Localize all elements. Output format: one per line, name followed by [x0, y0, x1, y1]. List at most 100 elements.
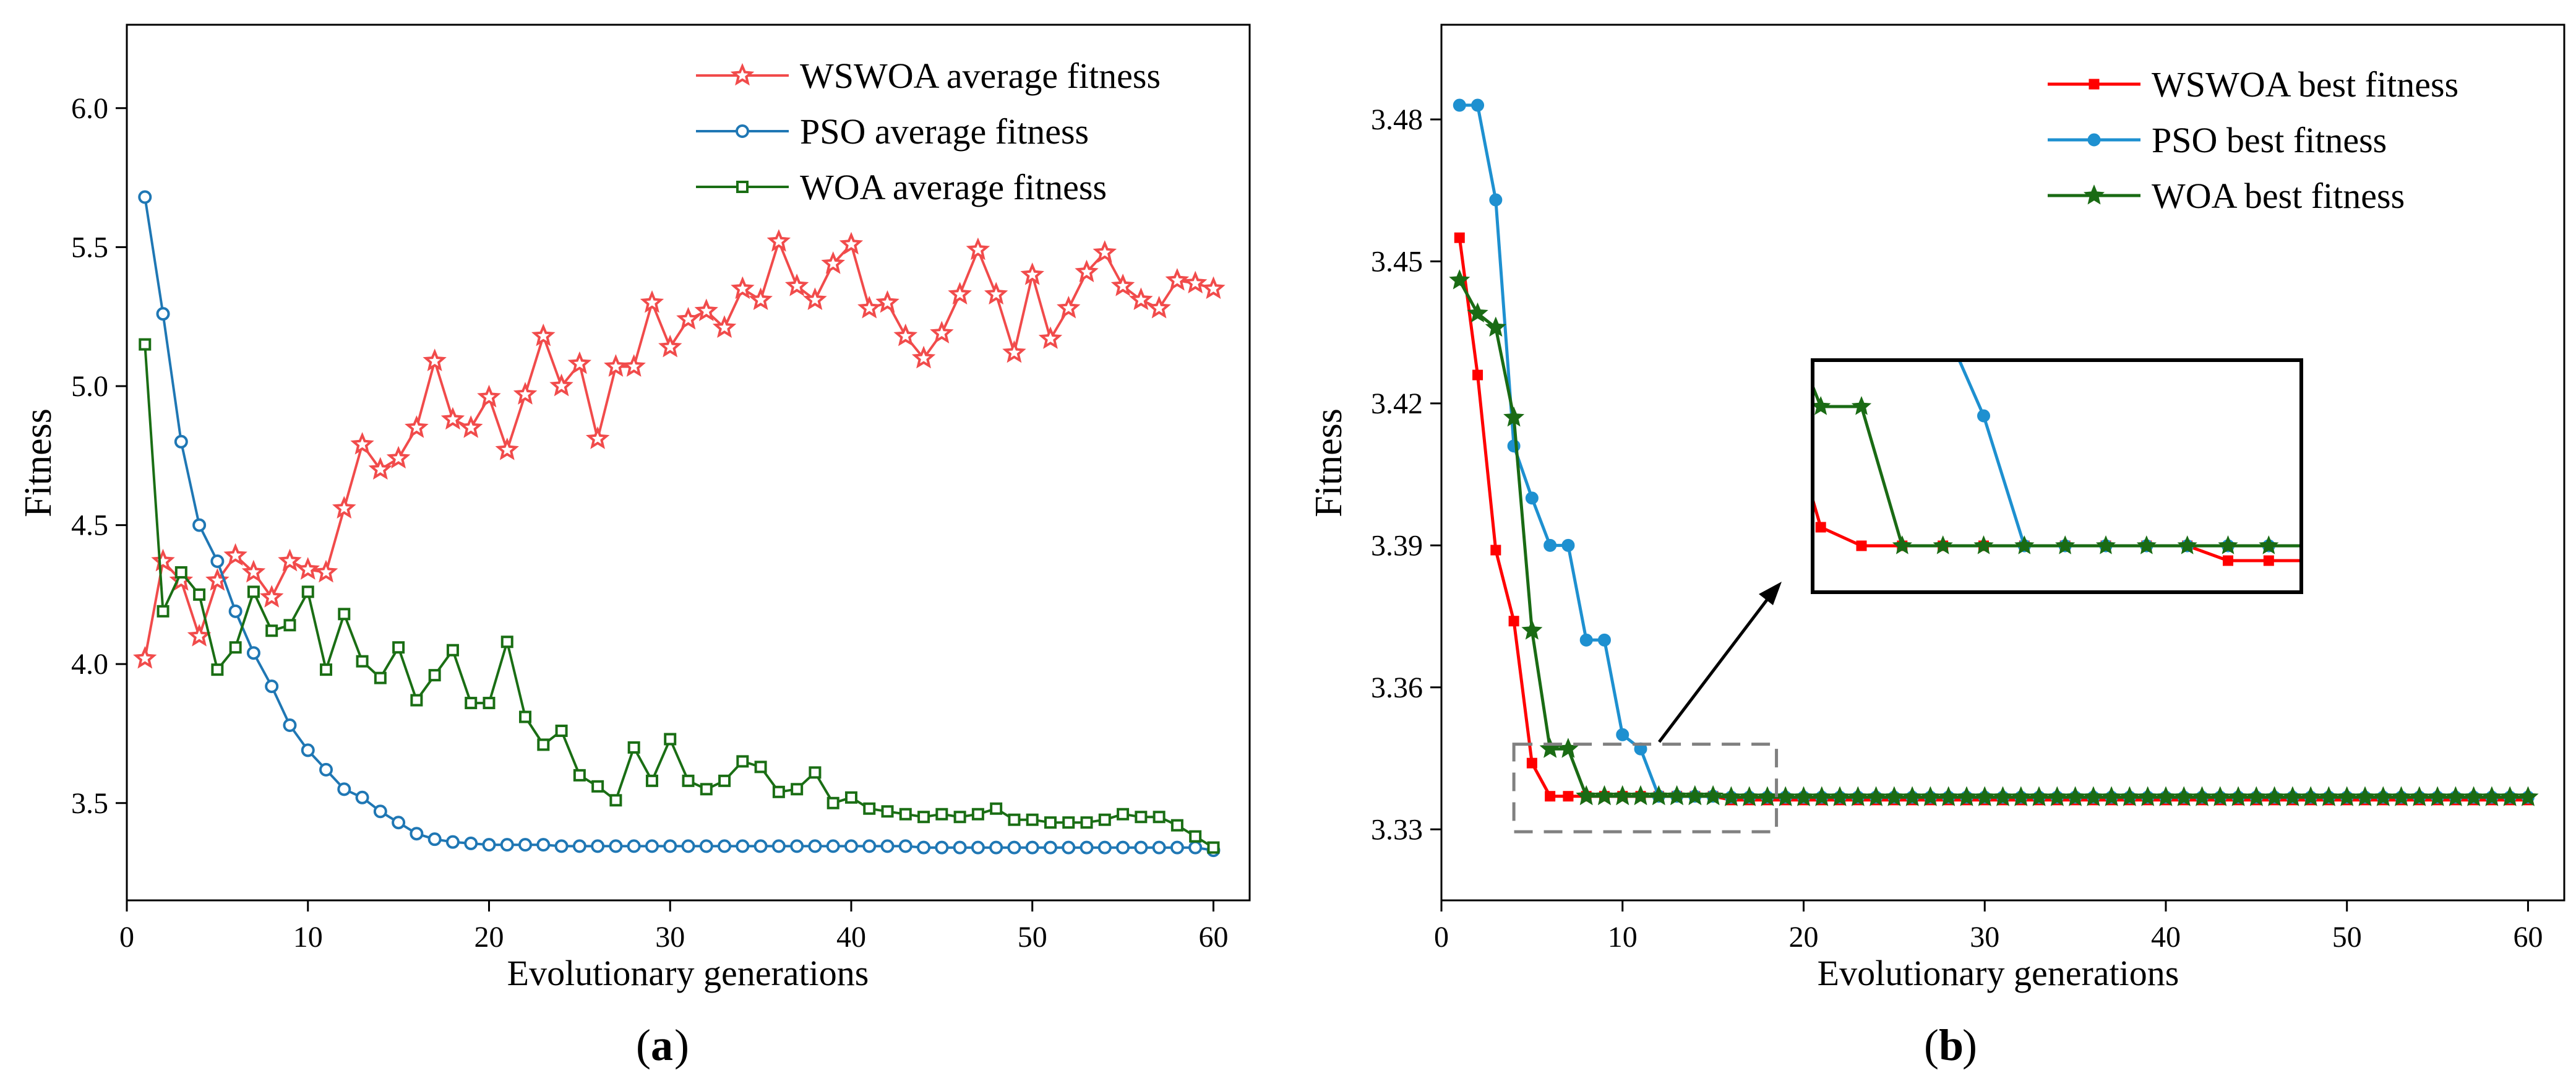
- panel-b-frame: [1440, 24, 2565, 902]
- legend-marker: [736, 181, 749, 193]
- data-point: [917, 811, 930, 824]
- panel-b-series: [1449, 98, 2539, 806]
- data-point: [1490, 545, 1501, 556]
- inset-point: [2346, 556, 2355, 565]
- data-point: [301, 743, 315, 757]
- legend-marker: [2083, 184, 2105, 205]
- series-woa-best-fitness: [1449, 269, 2539, 806]
- data-point: [2372, 786, 2394, 806]
- panel-a-series: [133, 190, 1226, 858]
- data-point: [1170, 819, 1183, 832]
- data-point: [2028, 786, 2050, 806]
- data-point: [640, 290, 664, 313]
- svg-text:): ): [1962, 1020, 1977, 1070]
- data-point: [844, 791, 857, 804]
- inset-point: [2345, 540, 2356, 551]
- panel-a-ticks: 0 10 20 30 40 50 60 3.5 4.0 4.5 5.0 5.5 6.0: [71, 92, 1228, 954]
- data-point: [1612, 785, 1633, 806]
- data-point: [2408, 786, 2430, 806]
- inset-point: [1815, 522, 1826, 533]
- data-point: [139, 338, 152, 351]
- data-point: [2427, 786, 2449, 806]
- data-point: [211, 663, 224, 676]
- panel-b-xlabel: Evolutionary generations: [1818, 953, 2179, 993]
- data-point: [645, 839, 659, 853]
- data-point: [259, 585, 284, 608]
- data-point: [1188, 840, 1203, 855]
- data-point: [1152, 840, 1166, 855]
- data-point: [2354, 786, 2376, 806]
- zoom-inset-frame: [1811, 358, 2303, 594]
- series-woa-average-fitness: [139, 338, 1220, 854]
- data-point: [1201, 276, 1226, 300]
- legend-label: PSO best fitness: [2152, 120, 2387, 160]
- inset-point: [2136, 535, 2157, 554]
- data-point: [229, 641, 242, 654]
- x-tick-label: 40: [836, 921, 866, 954]
- data-point: [445, 835, 460, 849]
- data-point: [531, 323, 556, 347]
- data-point: [283, 619, 296, 632]
- panel-b: 0 10 20 30 40 50 60 3.33 3.36 3.39 3.42 3.45 3.48 WS…: [1308, 24, 2565, 1070]
- data-point: [174, 434, 188, 449]
- data-point: [2064, 786, 2086, 806]
- data-point: [1521, 619, 1543, 640]
- inset-point: [2299, 542, 2301, 545]
- data-point: [826, 839, 840, 853]
- inset-point: [1897, 299, 1908, 310]
- data-point: [223, 543, 247, 566]
- inset-woa-best-fitness: [1813, 382, 2301, 554]
- data-point: [1110, 274, 1135, 296]
- data-point: [133, 645, 157, 669]
- data-point: [821, 251, 845, 274]
- data-point: [554, 839, 569, 853]
- data-point: [893, 323, 918, 347]
- data-point: [682, 774, 695, 787]
- panel-b-legend: WSWOA best fitness PSO best fitness WOA be…: [2048, 64, 2458, 216]
- data-point: [2282, 786, 2303, 806]
- data-point: [984, 282, 1008, 305]
- data-point: [1453, 98, 1466, 112]
- data-point: [241, 559, 266, 583]
- data-point: [2173, 786, 2195, 806]
- inset-point: [1851, 396, 1872, 415]
- panel-a-caption: ( a ): [636, 1020, 689, 1070]
- data-point: [368, 457, 393, 480]
- data-point: [1489, 193, 1503, 207]
- data-point: [301, 585, 314, 598]
- data-point: [138, 190, 152, 204]
- data-point: [645, 774, 658, 787]
- data-point: [1992, 786, 2014, 806]
- data-point: [283, 718, 297, 732]
- data-point: [1720, 786, 1742, 806]
- data-point: [1847, 786, 1869, 806]
- svg-text:(: (: [636, 1020, 651, 1070]
- data-point: [1135, 811, 1148, 824]
- data-point: [1097, 840, 1112, 855]
- data-point: [1062, 840, 1076, 855]
- legend-label: WSWOA best fitness: [2152, 64, 2458, 105]
- x-tick-label: 0: [119, 921, 134, 954]
- data-point: [246, 646, 260, 660]
- data-point: [518, 838, 533, 852]
- x-tick-label: 30: [655, 921, 685, 954]
- inset-point: [1892, 535, 1912, 554]
- data-point: [1883, 786, 1905, 806]
- data-point: [857, 295, 882, 319]
- legend-marker: [730, 62, 755, 86]
- x-tick-label: 50: [2332, 921, 2362, 954]
- data-point: [753, 839, 768, 853]
- data-point: [2119, 786, 2140, 806]
- data-point: [694, 298, 718, 322]
- y-tick-label: 6.0: [71, 92, 108, 125]
- data-point: [1080, 816, 1093, 829]
- data-point: [1165, 268, 1190, 291]
- data-point: [862, 839, 877, 853]
- data-point: [1189, 830, 1202, 843]
- inset-point: [2223, 555, 2233, 566]
- data-point: [567, 351, 592, 374]
- data-point: [881, 805, 894, 818]
- data-point: [948, 282, 972, 305]
- data-point: [676, 307, 700, 330]
- data-point: [1526, 757, 1537, 769]
